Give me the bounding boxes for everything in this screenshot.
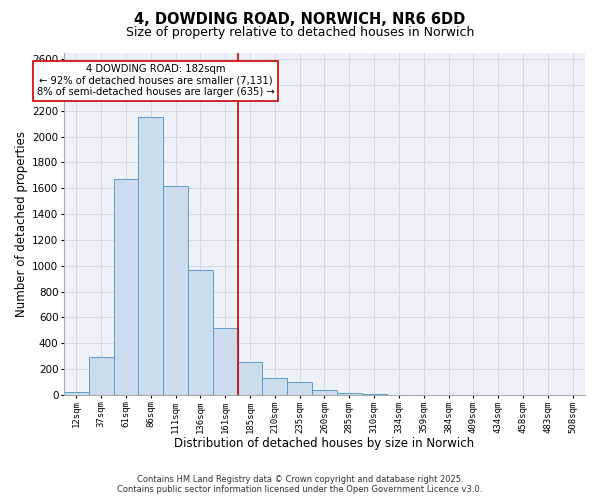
Bar	[139, 117, 163, 395]
Bar	[337, 392, 362, 395]
Text: 4, DOWDING ROAD, NORWICH, NR6 6DD: 4, DOWDING ROAD, NORWICH, NR6 6DD	[134, 12, 466, 28]
Bar	[262, 378, 287, 395]
Bar	[89, 357, 113, 395]
Text: Contains HM Land Registry data © Crown copyright and database right 2025.
Contai: Contains HM Land Registry data © Crown c…	[118, 474, 482, 494]
Bar	[287, 382, 312, 395]
Bar	[163, 186, 188, 395]
Text: Size of property relative to detached houses in Norwich: Size of property relative to detached ho…	[126, 26, 474, 39]
Bar	[113, 179, 139, 395]
Bar	[213, 328, 238, 395]
Bar	[362, 394, 386, 395]
Bar	[312, 390, 337, 395]
Bar	[188, 270, 213, 395]
X-axis label: Distribution of detached houses by size in Norwich: Distribution of detached houses by size …	[175, 437, 475, 450]
Bar	[238, 362, 262, 395]
Bar	[64, 392, 89, 395]
Text: 4 DOWDING ROAD: 182sqm
← 92% of detached houses are smaller (7,131)
8% of semi-d: 4 DOWDING ROAD: 182sqm ← 92% of detached…	[37, 64, 275, 98]
Y-axis label: Number of detached properties: Number of detached properties	[15, 131, 28, 317]
